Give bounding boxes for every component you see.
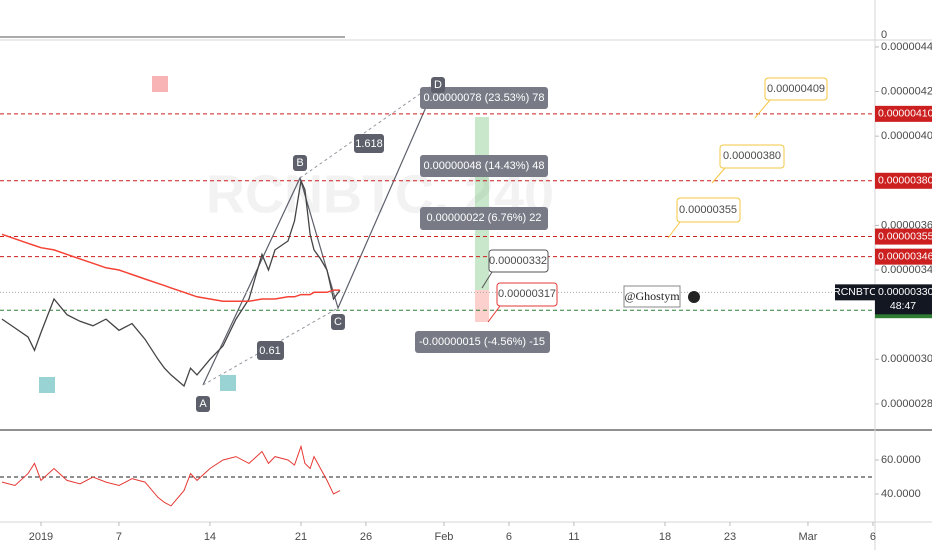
icon [220,375,236,391]
pattern-point-label: A [199,398,207,410]
x-tick-label: 23 [724,531,736,543]
ratio-box [257,341,284,360]
last-price-label: 0.00000330 [878,286,932,298]
price-note-text: 0.00000380 [723,150,781,162]
pattern-lines [202,81,438,386]
note-pointer [487,305,501,323]
ratio: 1.618 [355,138,383,150]
rsi-tick-label: 40.0000 [881,488,921,500]
countdown: 48:47 [890,300,916,312]
range-text: 0.00000078 (23.53%) 78 [423,92,544,104]
pattern-point-label: B [296,157,303,169]
x-tick-label: 6 [506,531,512,543]
position-note-text: 0.00000332 [489,255,547,267]
level-badge [875,248,932,265]
author: @Ghostym [624,289,680,303]
x-tick-label: Feb [434,531,453,543]
level-badge-label: 0.00000410 [878,108,932,120]
range-box [415,331,550,353]
x-tick-label: 14 [204,531,216,543]
pattern-point [431,77,445,93]
price-line [1,233,340,303]
range-box [420,87,548,109]
author-icon [688,291,700,303]
pattern-point-label: C [334,316,342,328]
icon [39,377,55,393]
range-text: 0.00000022 (6.76%) 22 [427,212,542,224]
range-text: -0.00000015 (-4.56%) -15 [419,336,545,348]
rsi-line [1,444,341,507]
x-tick-label: 11 [568,531,579,543]
pattern-point [196,396,210,412]
pattern-point-label: D [434,79,442,91]
profit-zone [475,117,489,290]
note-pointer [754,99,771,119]
loss-zone [475,290,489,322]
note-pointer [711,167,726,184]
symbol: RCNBTC [833,286,877,298]
x-tick-label: 21 [295,531,307,543]
y-tick-label: 0.00000280 [881,398,932,410]
position-note [496,282,558,307]
level-badge-label: 0.00000355 [878,230,932,242]
price-note [719,144,785,169]
pattern-point [331,314,345,330]
level-badge [875,105,932,122]
ratio-box [354,134,384,153]
x-tick-label: 7 [116,531,122,543]
price-note [676,197,741,223]
pattern-point [293,155,307,171]
level-badge [875,228,932,245]
range-box [420,155,548,177]
last-price-badge [875,284,932,315]
marks [0,113,875,388]
level-badge [875,172,932,189]
note-pointer [481,271,493,289]
pattern-ratio-lines [202,81,438,386]
price-note-text: 0.00000409 [767,83,825,95]
range-text: 0.00000048 (14.43%) 48 [423,160,544,172]
x-tick-label: 18 [659,531,671,543]
price-line [1,178,341,388]
author-box [623,285,681,308]
symbol-badge [835,284,875,301]
level-badge-label: 0.00000346 [878,250,932,262]
x-tick-label: 6 [870,531,876,543]
ratio: 0.61 [259,345,280,357]
price-note-text: 0.00000355 [679,204,737,216]
x-tick-label: 26 [360,531,372,543]
rsi-tick-label: 60.0000 [881,454,921,466]
range-box [420,207,548,230]
level-badge-label: 0.00000380 [878,175,932,187]
volume-tick-label: 0 [881,29,887,41]
note-pointer [667,221,681,239]
x-tick-label: 2019 [29,531,53,543]
price-note [764,77,828,101]
x-tick-label: Mar [798,531,817,543]
position-note [488,249,549,273]
position-note-text: 0.00000317 [498,288,556,300]
icon [152,76,168,92]
